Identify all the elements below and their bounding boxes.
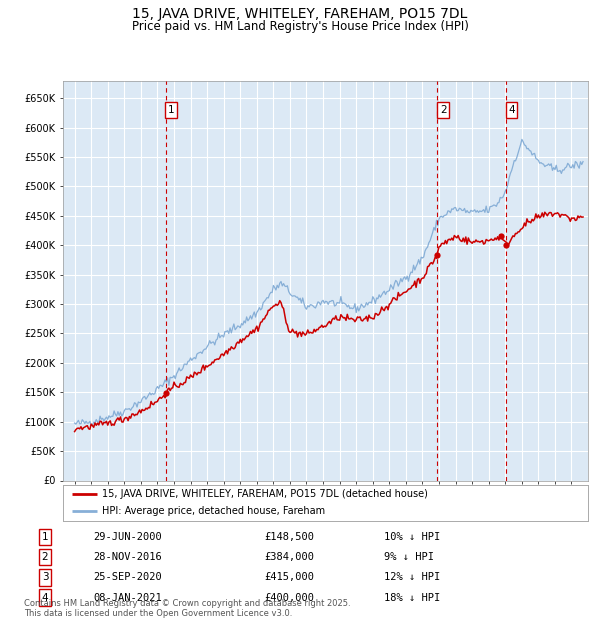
Text: 2: 2 bbox=[440, 105, 446, 115]
Text: 29-JUN-2000: 29-JUN-2000 bbox=[93, 532, 162, 542]
Text: 25-SEP-2020: 25-SEP-2020 bbox=[93, 572, 162, 582]
Text: 12% ↓ HPI: 12% ↓ HPI bbox=[384, 572, 440, 582]
Text: 1: 1 bbox=[168, 105, 175, 115]
Text: 15, JAVA DRIVE, WHITELEY, FAREHAM, PO15 7DL (detached house): 15, JAVA DRIVE, WHITELEY, FAREHAM, PO15 … bbox=[103, 489, 428, 499]
Text: £148,500: £148,500 bbox=[264, 532, 314, 542]
Text: 2: 2 bbox=[41, 552, 49, 562]
Text: 4: 4 bbox=[508, 105, 515, 115]
Text: 15, JAVA DRIVE, WHITELEY, FAREHAM, PO15 7DL: 15, JAVA DRIVE, WHITELEY, FAREHAM, PO15 … bbox=[133, 7, 467, 22]
Text: 3: 3 bbox=[41, 572, 49, 582]
Text: 18% ↓ HPI: 18% ↓ HPI bbox=[384, 593, 440, 603]
Text: 9% ↓ HPI: 9% ↓ HPI bbox=[384, 552, 434, 562]
Text: Contains HM Land Registry data © Crown copyright and database right 2025.
This d: Contains HM Land Registry data © Crown c… bbox=[24, 599, 350, 618]
Text: £384,000: £384,000 bbox=[264, 552, 314, 562]
Text: Price paid vs. HM Land Registry's House Price Index (HPI): Price paid vs. HM Land Registry's House … bbox=[131, 20, 469, 33]
Text: 1: 1 bbox=[41, 532, 49, 542]
Text: 08-JAN-2021: 08-JAN-2021 bbox=[93, 593, 162, 603]
Text: £400,000: £400,000 bbox=[264, 593, 314, 603]
Text: HPI: Average price, detached house, Fareham: HPI: Average price, detached house, Fare… bbox=[103, 506, 325, 516]
Text: 4: 4 bbox=[41, 593, 49, 603]
Text: £415,000: £415,000 bbox=[264, 572, 314, 582]
Text: 28-NOV-2016: 28-NOV-2016 bbox=[93, 552, 162, 562]
Text: 10% ↓ HPI: 10% ↓ HPI bbox=[384, 532, 440, 542]
